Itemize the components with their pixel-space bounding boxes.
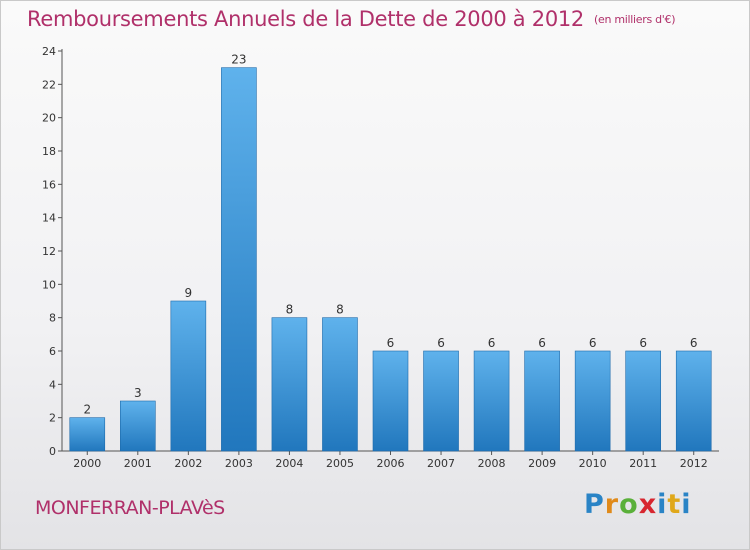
- x-tick-label: 2007: [427, 457, 455, 470]
- y-tick-label: 24: [42, 45, 56, 58]
- chart-title: Remboursements Annuels de la Dette de 20…: [27, 7, 675, 31]
- x-tick-label: 2010: [579, 457, 607, 470]
- x-tick-label: 2008: [478, 457, 506, 470]
- y-tick-label: 16: [42, 178, 56, 191]
- x-tick-label: 2003: [225, 457, 253, 470]
- proxiti-logo: Proxiti: [584, 489, 692, 520]
- y-tick-label: 0: [49, 445, 56, 458]
- data-label: 2: [83, 403, 91, 417]
- bar-2003: [221, 67, 257, 452]
- data-label: 3: [134, 386, 142, 400]
- x-tick-label: 2006: [377, 457, 405, 470]
- y-tick-label: 18: [42, 145, 56, 158]
- data-label: 9: [185, 286, 193, 300]
- x-tick-label: 2012: [680, 457, 708, 470]
- commune-name: MONFERRAN-PLAVèS: [35, 497, 225, 519]
- y-tick-label: 12: [42, 245, 56, 258]
- y-tick-label: 20: [42, 112, 56, 125]
- data-label: 6: [538, 336, 546, 350]
- y-tick-label: 2: [49, 412, 56, 425]
- data-label: 23: [231, 53, 246, 67]
- data-label: 8: [286, 303, 294, 317]
- bar-2002: [170, 300, 207, 452]
- chart-title-text: Remboursements Annuels de la Dette de 20…: [27, 7, 584, 31]
- data-label: 6: [387, 336, 395, 350]
- x-tick-label: 2000: [73, 457, 101, 470]
- y-tick-label: 4: [49, 378, 56, 391]
- bar-2001: [120, 400, 156, 452]
- bar-2004: [271, 317, 308, 452]
- data-label: 6: [488, 336, 496, 350]
- x-tick-label: 2005: [326, 457, 354, 470]
- bar-2006: [372, 350, 409, 452]
- data-label: 8: [336, 303, 344, 317]
- chart-unit: (en milliers d'€): [594, 13, 676, 26]
- bar-2009: [524, 350, 560, 452]
- y-tick-label: 6: [49, 345, 56, 358]
- bar-2011: [625, 350, 661, 452]
- x-tick-label: 2002: [174, 457, 202, 470]
- data-label: 6: [690, 336, 698, 350]
- x-tick-label: 2004: [275, 457, 303, 470]
- y-tick-label: 8: [49, 312, 56, 325]
- bar-2000: [69, 417, 106, 452]
- bar-2012: [675, 350, 712, 452]
- data-label: 6: [589, 336, 597, 350]
- bar-2005: [322, 317, 358, 452]
- data-label: 6: [639, 336, 647, 350]
- x-tick-label: 2011: [629, 457, 657, 470]
- x-tick-label: 2009: [528, 457, 556, 470]
- x-tick-label: 2001: [124, 457, 152, 470]
- y-tick-label: 22: [42, 78, 56, 91]
- data-label: 6: [437, 336, 445, 350]
- bar-2007: [423, 350, 459, 452]
- bar-2010: [574, 350, 611, 452]
- y-tick-label: 10: [42, 278, 56, 291]
- y-tick-label: 14: [42, 212, 56, 225]
- bar-2008: [473, 350, 510, 452]
